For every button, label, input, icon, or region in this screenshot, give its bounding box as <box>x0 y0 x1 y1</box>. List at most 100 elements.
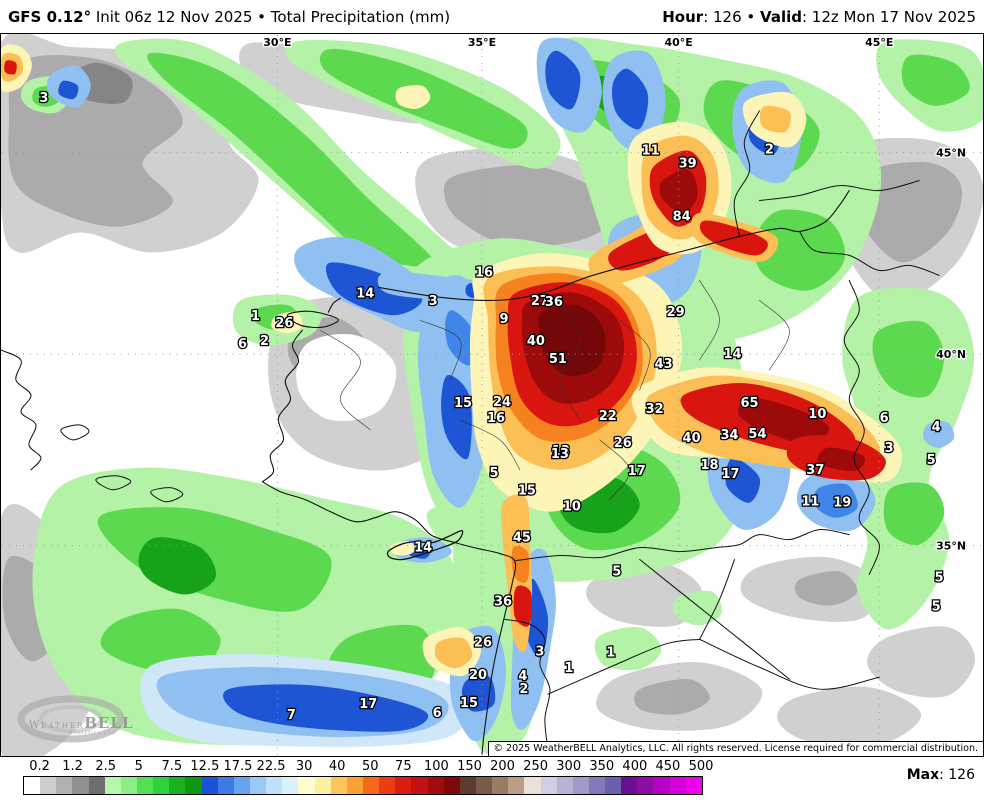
precip-value-label: 7 <box>287 708 296 723</box>
precip-value-label: 5 <box>489 466 498 481</box>
longitude-label: 40°E <box>664 36 692 49</box>
colorbar-segment <box>653 777 670 794</box>
legend-area: 0.2 1.2 2.5 5 7.5 12.5 17.5 22.5 30 40 50 75 100 150 2… <box>0 757 984 808</box>
colorbar-segment <box>524 777 541 794</box>
colorbar-segment <box>185 777 202 794</box>
legend-tick: 350 <box>589 759 615 774</box>
precip-value-label: 45 <box>513 531 531 546</box>
colorbar-segment <box>379 777 396 794</box>
precipitation-map: 3 11 39 2 84 16 14 3 27 36 9 1 26 2 6 40 29 51 43 14 15 24 16 2… <box>0 33 984 757</box>
precip-value-label: 36 <box>545 295 563 310</box>
precip-value-label: 54 <box>748 427 766 442</box>
colorbar-segment <box>282 777 299 794</box>
latitude-label: 45°N <box>936 147 966 160</box>
precip-value-label: 3 <box>39 91 48 106</box>
colorbar-segment <box>475 777 493 794</box>
precip-value-label: 10 <box>808 407 826 422</box>
colorbar-segment <box>266 777 283 794</box>
colorbar-segment <box>346 777 363 794</box>
colorbar-segment <box>120 777 137 794</box>
precip-value-label: 15 <box>454 396 472 411</box>
weatherbell-logo: WeatherBELL Analytics LLC <box>7 689 147 751</box>
colorbar-segment <box>56 777 73 794</box>
colorbar-segment <box>427 777 444 794</box>
longitude-label: 30°E <box>263 36 291 49</box>
latitude-label: 35°N <box>936 540 966 553</box>
colorbar-segment <box>233 777 250 794</box>
precip-value-label: 65 <box>740 396 758 411</box>
valid-time: Hour: 126 • Valid: 12z Mon 17 Nov 2025 <box>662 8 976 26</box>
colorbar-segment <box>443 777 460 794</box>
precip-value-label: 14 <box>723 347 741 362</box>
precip-value-label: 14 <box>356 286 374 301</box>
precip-value-label: 13 <box>551 447 569 462</box>
precip-value-label: 15 <box>460 696 478 711</box>
precip-value-label: 19 <box>833 496 851 511</box>
precip-value-label: 24 <box>493 395 511 410</box>
legend-tick: 12.5 <box>190 759 220 774</box>
precip-value-label: 4 <box>518 669 527 684</box>
precip-value-label: 17 <box>721 467 739 482</box>
precip-value-label: 2 <box>765 143 774 158</box>
precip-value-label: 1 <box>564 661 573 676</box>
precip-value-label: 3 <box>429 294 438 309</box>
precip-value-label: 2 <box>519 682 528 697</box>
logo-weather: Weather <box>29 720 85 731</box>
legend-tick: 500 <box>688 759 714 774</box>
precip-value-label: 26 <box>474 635 492 650</box>
colorbar-segment <box>362 777 380 794</box>
precip-value-label: 36 <box>494 594 512 609</box>
colorbar-segment <box>298 777 315 794</box>
colorbar-segment <box>540 777 557 794</box>
precip-value-label: 32 <box>646 402 664 417</box>
colorbar-segment <box>605 777 622 794</box>
precip-value-label: 51 <box>549 352 567 367</box>
precip-value-label: 40 <box>527 334 545 349</box>
legend-tick: 200 <box>490 759 515 774</box>
colorbar-segment <box>217 777 234 794</box>
legend-tick: 30 <box>295 759 313 774</box>
colorbar-segment <box>88 777 105 794</box>
colorbar-segment <box>621 777 638 794</box>
precip-value-label: 6 <box>238 337 247 352</box>
precip-value-label: 18 <box>701 458 719 473</box>
precip-value-label: 37 <box>806 463 824 478</box>
colorbar-segment <box>411 777 428 794</box>
precip-value-label: 26 <box>275 316 293 331</box>
precip-value-label: 43 <box>655 357 673 372</box>
precip-value-label: 5 <box>932 599 941 614</box>
precip-value-label: 11 <box>642 144 660 159</box>
logo-text: WeatherBELL <box>29 713 133 732</box>
init-info: Init 06z 12 Nov 2025 • Total Precipitati… <box>91 7 451 26</box>
colorbar-segment <box>669 777 686 794</box>
precip-value-label: 9 <box>499 312 508 327</box>
legend-tick: 22.5 <box>256 759 286 774</box>
colorbar-segment <box>395 777 412 794</box>
axis-labels: 30°E 35°E 40°E 45°E 45°N 40°N 35°N <box>262 35 967 554</box>
hour-label: Hour <box>662 7 704 26</box>
max-label: Max <box>906 767 940 783</box>
colorbar-segment <box>24 777 41 794</box>
colorbar-segment <box>153 777 170 794</box>
legend-tick: 2.5 <box>95 759 117 774</box>
hour-value: : 126 • <box>703 7 761 26</box>
legend-tick: 1.2 <box>62 759 83 774</box>
max-number: : 126 <box>939 767 975 783</box>
colorbar-segment <box>572 777 589 794</box>
precip-value-label: 34 <box>720 428 738 443</box>
map-title: GFS 0.12° Init 06z 12 Nov 2025 • Total P… <box>8 8 450 26</box>
colorbar-segment <box>169 777 186 794</box>
precip-value-label: 27 <box>531 294 549 309</box>
legend-tick: 7.5 <box>161 759 183 774</box>
precip-value-label: 6 <box>880 411 889 426</box>
precip-value-label: 5 <box>935 570 944 585</box>
colorbar-segment <box>40 777 57 794</box>
model-name: GFS 0.12° <box>8 7 92 26</box>
colorbar-segment <box>508 777 525 794</box>
legend-tick: 100 <box>423 759 449 774</box>
precip-value-label: 84 <box>673 209 691 224</box>
precip-value-label: 39 <box>679 157 697 172</box>
header-bar: GFS 0.12° Init 06z 12 Nov 2025 • Total P… <box>0 0 984 33</box>
precip-value-label: 6 <box>433 706 442 721</box>
